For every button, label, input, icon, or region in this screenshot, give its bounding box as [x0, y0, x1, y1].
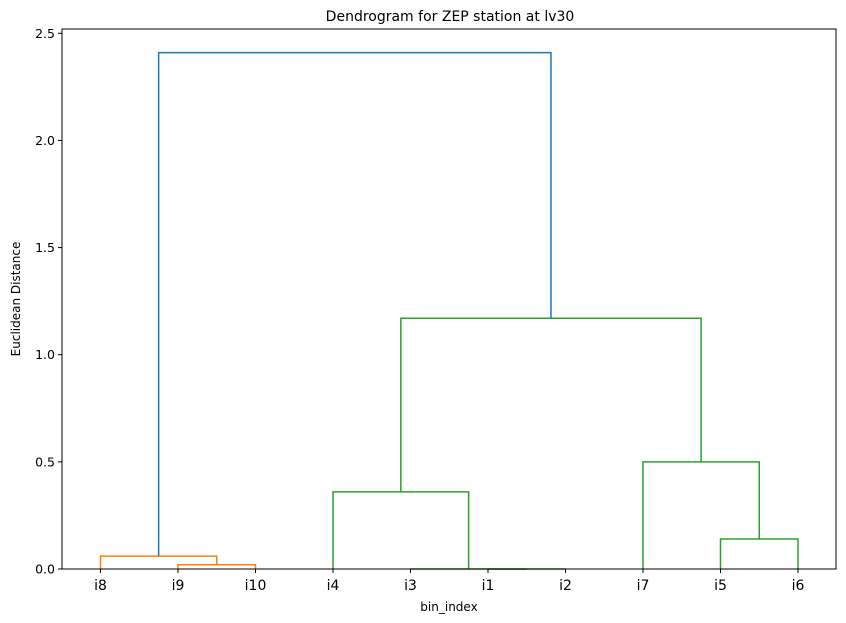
leaf-label-i1: i1	[482, 578, 495, 594]
leaf-label-i10: i10	[245, 578, 267, 594]
dendrogram-link-5	[332, 491, 470, 569]
dendrogram-link-2	[99, 555, 218, 569]
dendrogram-link-1	[177, 563, 257, 569]
y-tick-label: 1.0	[35, 347, 55, 362]
y-axis: 0.0 0.5 1.0 1.5 2.0 2.5	[35, 26, 62, 577]
leaf-label-i4: i4	[327, 578, 340, 594]
leaf-label-i9: i9	[172, 578, 185, 594]
y-tick-label: 0.0	[35, 562, 55, 577]
leaf-label-i7: i7	[637, 578, 650, 594]
leaf-label-i6: i6	[792, 578, 805, 594]
dendrogram-link-7	[642, 461, 760, 569]
plot-frame	[61, 28, 837, 570]
y-axis-label: Euclidean Distance	[9, 242, 23, 357]
leaf-label-i2: i2	[559, 578, 572, 594]
y-tick-label: 0.5	[35, 454, 55, 469]
dendrogram-link-8	[400, 317, 702, 492]
leaf-label-i8: i8	[94, 578, 107, 594]
y-tick-label: 2.5	[35, 26, 55, 41]
y-tick-label: 2.0	[35, 133, 55, 148]
leaf-label-i3: i3	[404, 578, 417, 594]
dendrogram-link-9	[157, 51, 552, 557]
x-axis: i8 i9 i10 i4 i3 i1 i2 i7 i5 i6	[94, 569, 804, 594]
y-tick-label: 1.5	[35, 240, 55, 255]
dendrogram-link-6	[719, 538, 799, 569]
leaf-label-i5: i5	[714, 578, 727, 594]
chart-title: Dendrogram for ZEP station at lv30	[326, 9, 575, 25]
dendrogram-links	[99, 51, 799, 570]
x-axis-label: bin_index	[420, 600, 477, 614]
